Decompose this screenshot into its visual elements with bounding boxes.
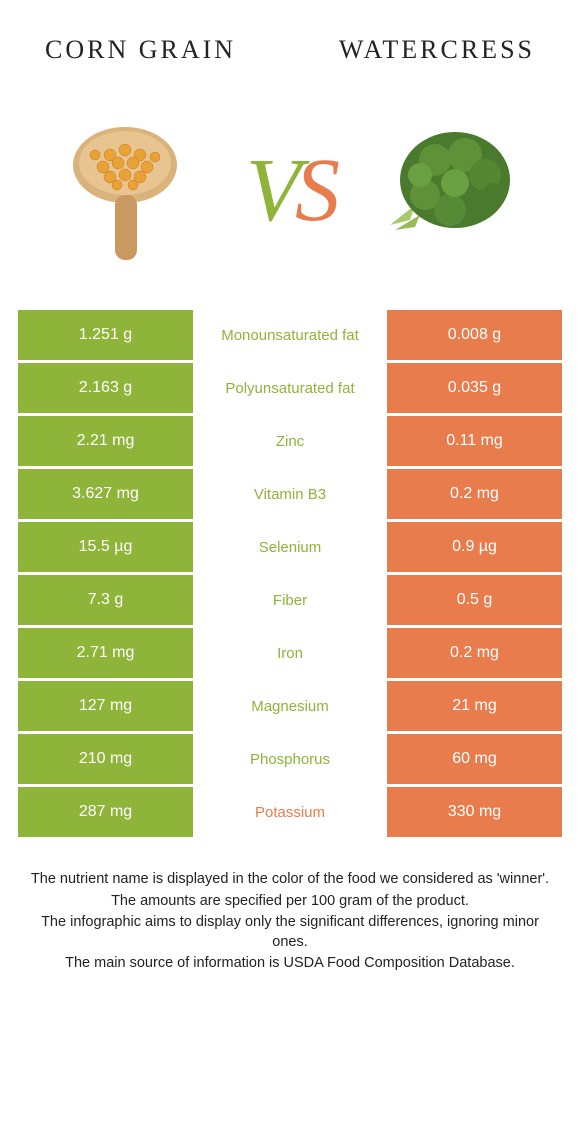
note-line: The nutrient name is displayed in the co… — [30, 870, 550, 890]
corn-grain-image — [55, 105, 215, 275]
table-row: 1.251 gMonounsaturated fat0.008 g — [18, 310, 562, 360]
nutrient-label: Zinc — [193, 416, 387, 466]
table-row: 287 mgPotassium330 mg — [18, 787, 562, 837]
nutrient-label: Iron — [193, 628, 387, 678]
nutrient-label: Phosphorus — [193, 734, 387, 784]
table-row: 2.71 mgIron0.2 mg — [18, 628, 562, 678]
vs-v: V — [246, 141, 295, 240]
table-row: 2.21 mgZinc0.11 mg — [18, 416, 562, 466]
nutrient-label: Monounsaturated fat — [193, 310, 387, 360]
nutrient-label: Selenium — [193, 522, 387, 572]
left-value: 127 mg — [18, 681, 193, 731]
footnotes: The nutrient name is displayed in the co… — [0, 840, 580, 974]
nutrient-label: Polyunsaturated fat — [193, 363, 387, 413]
image-row: VS — [0, 90, 580, 310]
right-value: 330 mg — [387, 787, 562, 837]
left-value: 3.627 mg — [18, 469, 193, 519]
vs-label: VS — [246, 139, 334, 242]
nutrient-label: Potassium — [193, 787, 387, 837]
nutrition-table: 1.251 gMonounsaturated fat0.008 g2.163 g… — [0, 310, 580, 837]
header: CORN GRAIN WATERCRESS — [0, 0, 580, 90]
left-value: 2.71 mg — [18, 628, 193, 678]
right-value: 0.5 g — [387, 575, 562, 625]
table-row: 2.163 gPolyunsaturated fat0.035 g — [18, 363, 562, 413]
nutrient-label: Magnesium — [193, 681, 387, 731]
table-row: 7.3 gFiber0.5 g — [18, 575, 562, 625]
left-value: 2.163 g — [18, 363, 193, 413]
right-value: 60 mg — [387, 734, 562, 784]
left-food-title: CORN GRAIN — [45, 35, 236, 65]
note-line: The main source of information is USDA F… — [30, 954, 550, 974]
note-line: The amounts are specified per 100 gram o… — [30, 892, 550, 912]
table-row: 3.627 mgVitamin B30.2 mg — [18, 469, 562, 519]
left-value: 2.21 mg — [18, 416, 193, 466]
table-row: 15.5 µgSelenium0.9 µg — [18, 522, 562, 572]
vs-s: S — [295, 141, 334, 240]
table-row: 127 mgMagnesium21 mg — [18, 681, 562, 731]
table-row: 210 mgPhosphorus60 mg — [18, 734, 562, 784]
right-value: 0.11 mg — [387, 416, 562, 466]
right-food-title: WATERCRESS — [339, 35, 535, 65]
right-value: 0.035 g — [387, 363, 562, 413]
right-value: 21 mg — [387, 681, 562, 731]
nutrient-label: Fiber — [193, 575, 387, 625]
left-value: 15.5 µg — [18, 522, 193, 572]
right-value: 0.2 mg — [387, 628, 562, 678]
watercress-image — [365, 105, 525, 275]
left-value: 287 mg — [18, 787, 193, 837]
left-value: 210 mg — [18, 734, 193, 784]
right-value: 0.2 mg — [387, 469, 562, 519]
right-value: 0.9 µg — [387, 522, 562, 572]
right-value: 0.008 g — [387, 310, 562, 360]
left-value: 1.251 g — [18, 310, 193, 360]
note-line: The infographic aims to display only the… — [30, 913, 550, 952]
nutrient-label: Vitamin B3 — [193, 469, 387, 519]
left-value: 7.3 g — [18, 575, 193, 625]
